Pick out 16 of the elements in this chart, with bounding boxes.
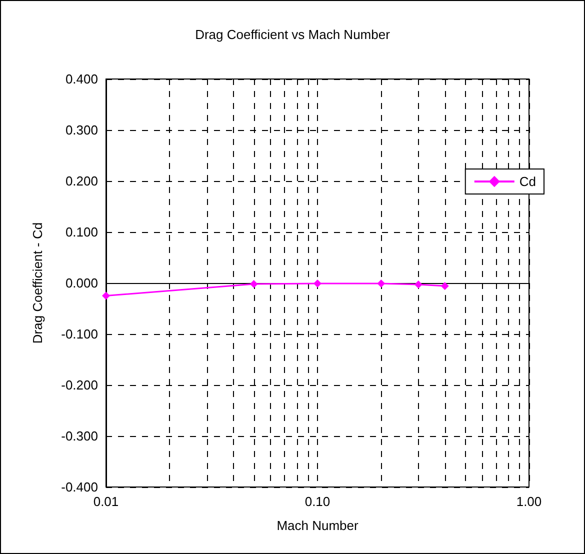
y-tick-label: -0.300 <box>61 428 98 444</box>
x-tick-label: 1.00 <box>516 494 542 509</box>
x-tick-label: 0.01 <box>93 494 119 509</box>
y-axis-title: Drag Coefficient - Cd <box>30 222 45 344</box>
y-tick-label: 0.100 <box>65 224 98 240</box>
y-tick-label: -0.200 <box>61 378 98 392</box>
legend-label: Cd <box>519 174 536 189</box>
x-axis-title: Mach Number <box>276 518 359 533</box>
y-tick-label: 0.400 <box>65 72 98 86</box>
chart-title: Drag Coefficient vs Mach Number <box>195 27 391 42</box>
y-tick-label: -0.100 <box>61 326 98 342</box>
y-tick-label: 0.300 <box>65 122 98 138</box>
y-tick-label: 0.200 <box>65 174 98 188</box>
y-tick-label: -0.400 <box>61 480 98 494</box>
y-tick-label: 0.000 <box>65 276 98 290</box>
x-tick-label: 0.10 <box>304 494 330 509</box>
